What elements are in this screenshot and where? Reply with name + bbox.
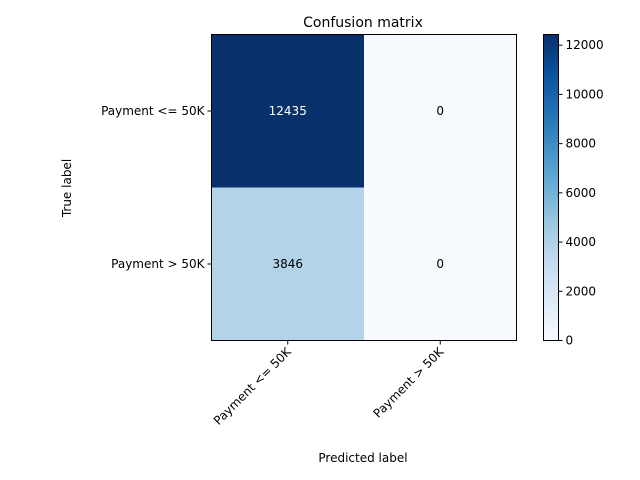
colorbar-tick-label: 12000: [566, 38, 604, 52]
matrix-cell: [211, 34, 364, 188]
matrix-cell-label: 0: [436, 257, 444, 271]
y-tick-label: Payment <= 50K: [101, 104, 206, 118]
y-axis-label: True label: [60, 159, 74, 218]
colorbar-tick-label: 10000: [566, 87, 604, 101]
x-tick-label: Payment > 50K: [370, 344, 447, 421]
matrix-cell-label: 0: [436, 104, 444, 118]
colorbar-tick-label: 8000: [566, 137, 597, 151]
chart-title: Confusion matrix: [303, 15, 423, 31]
matrix-cell-labels: 12435 0 3846 0: [269, 104, 444, 271]
x-tick-label: Payment <= 50K: [211, 344, 295, 428]
matrix-cell: [364, 187, 517, 341]
plot-frame: [211, 34, 517, 341]
x-axis-label: Predicted label: [318, 451, 407, 465]
x-axis-ticks: Payment <= 50K Payment > 50K: [211, 340, 447, 428]
colorbar-ticks: 0 2000 4000 6000 8000 10000 12000: [558, 38, 604, 348]
colorbar-tick-label: 2000: [566, 284, 597, 298]
matrix-cell: [364, 34, 517, 188]
matrix-cell: [211, 187, 364, 341]
matrix-cell-label: 12435: [269, 104, 307, 118]
matrix-cells: [211, 34, 517, 341]
colorbar: [543, 34, 559, 341]
colorbar-tick-label: 6000: [566, 186, 597, 200]
colorbar-tick-label: 0: [566, 334, 574, 348]
y-tick-label: Payment > 50K: [111, 257, 205, 271]
colorbar-tick-label: 4000: [566, 235, 597, 249]
matrix-cell-label: 3846: [272, 257, 303, 271]
y-axis-ticks: Payment <= 50K Payment > 50K: [101, 104, 212, 271]
